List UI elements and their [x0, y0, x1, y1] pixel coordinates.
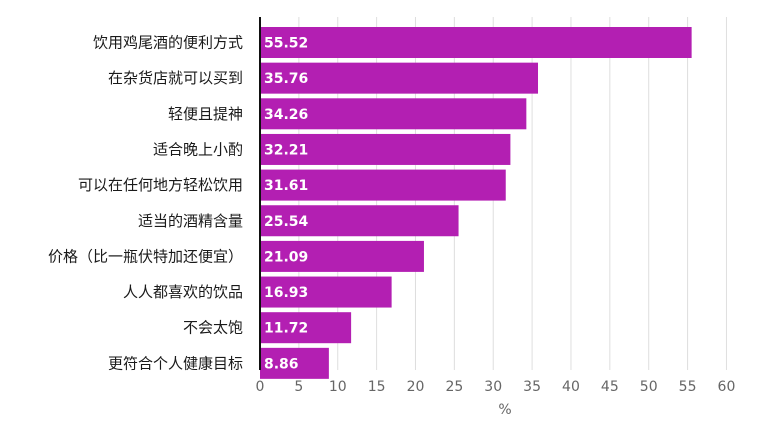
bar-value-label: 8.86: [264, 356, 299, 372]
bar: [260, 133, 511, 165]
bar-value-label: 25.54: [264, 214, 309, 230]
bar: [260, 276, 392, 308]
bar: [260, 98, 527, 130]
bar: [260, 205, 459, 237]
category-labels: 饮用鸡尾酒的便利方式在杂货店就可以买到轻便且提神适合晚上小酌可以在任何地方轻松饮…: [48, 34, 243, 373]
x-tick-label: 30: [484, 379, 502, 395]
bar: [260, 312, 352, 344]
category-label: 饮用鸡尾酒的便利方式: [93, 34, 243, 52]
category-label: 在杂货店就可以买到: [108, 69, 243, 87]
category-label: 更符合个人健康目标: [108, 354, 243, 372]
bar-value-label: 11.72: [264, 321, 308, 337]
x-axis-title: %: [498, 402, 511, 418]
category-label: 适当的酒精含量: [138, 212, 243, 230]
bar: [260, 169, 506, 201]
x-tick-label: 50: [640, 379, 658, 395]
data-labels: 55.52 35.76 34.26 32.21 31.61 25.54 21.09 16.93…: [264, 36, 309, 373]
bar-value-label: 21.09: [264, 249, 308, 265]
bar-value-label: 55.52: [264, 36, 308, 52]
x-tick-label: 0: [256, 379, 265, 395]
bar: [260, 62, 539, 94]
x-tick-label: 5: [294, 379, 303, 395]
x-tick-label: 35: [523, 379, 541, 395]
bar-value-label: 35.76: [264, 71, 308, 87]
x-axis-ticks: 0 5 10 15 20 25 30 35 40 45 50 55 60: [256, 379, 736, 395]
bar-value-label: 32.21: [264, 142, 308, 158]
category-label: 适合晚上小酌: [153, 140, 243, 158]
category-label: 轻便且提神: [168, 105, 243, 123]
x-tick-label: 20: [407, 379, 425, 395]
bar-value-label: 31.61: [264, 178, 308, 194]
category-label: 价格（比一瓶伏特加还便宜）: [48, 247, 243, 265]
bar: [260, 347, 329, 379]
category-label: 不会太饱: [183, 319, 243, 337]
x-tick-label: 45: [601, 379, 619, 395]
bar-value-label: 34.26: [264, 107, 308, 123]
bar: [260, 27, 692, 58]
category-label: 人人都喜欢的饮品: [123, 283, 243, 301]
category-label: 可以在任何地方轻松饮用: [78, 176, 243, 194]
bar-series: [260, 27, 692, 379]
x-tick-label: 25: [445, 379, 463, 395]
x-tick-label: 10: [329, 379, 347, 395]
bar-value-label: 16.93: [264, 285, 308, 301]
x-tick-label: 15: [368, 379, 386, 395]
x-tick-label: 60: [718, 379, 736, 395]
bar: [260, 240, 424, 272]
x-tick-label: 55: [679, 379, 697, 395]
x-tick-label: 40: [562, 379, 580, 395]
